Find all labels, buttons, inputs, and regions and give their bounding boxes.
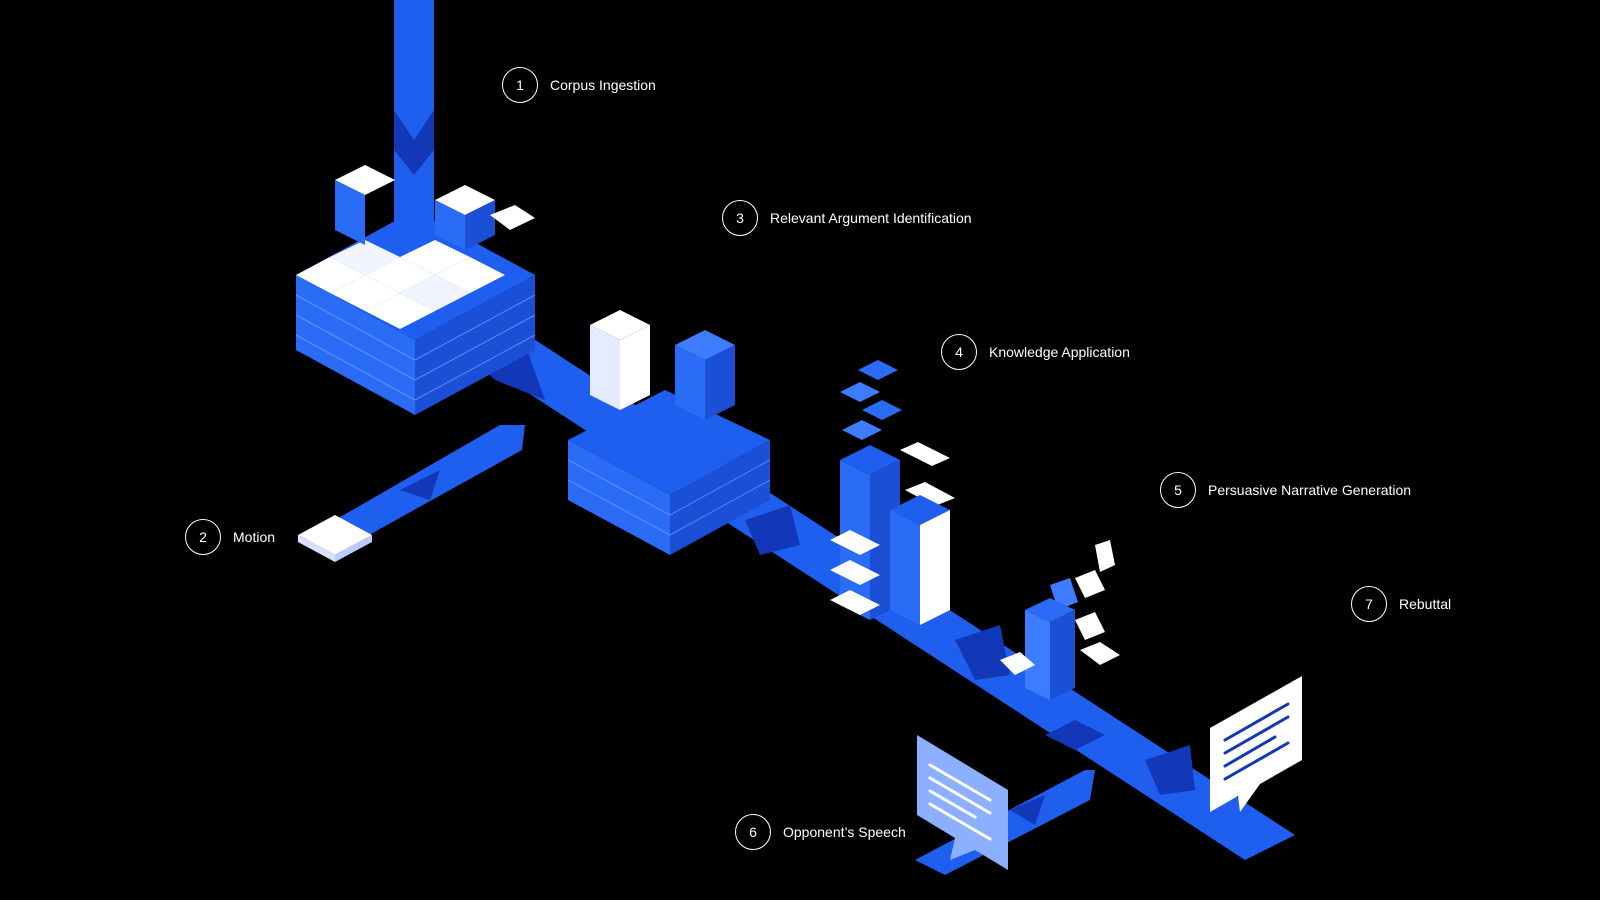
step-label: Opponent’s Speech: [783, 824, 906, 840]
opponent-speech-bubble: [917, 735, 1008, 870]
step-label: Relevant Argument Identification: [770, 210, 972, 226]
step-number-badge: 5: [1160, 472, 1196, 508]
step-number-badge: 2: [185, 519, 221, 555]
step-number-badge: 4: [941, 334, 977, 370]
step-4-knowledge-application: 4 Knowledge Application: [941, 334, 1130, 370]
step-label: Corpus Ingestion: [550, 77, 656, 93]
step-label: Knowledge Application: [989, 344, 1130, 360]
knowledge-fragments: [830, 360, 955, 625]
step-label: Persuasive Narrative Generation: [1208, 482, 1412, 498]
step-label: Rebuttal: [1399, 596, 1452, 612]
step-5-persuasive-narrative-generation: 5 Persuasive Narrative Generation: [1160, 472, 1411, 508]
corpus-input-beam: [394, 0, 434, 230]
corpus-document-stacks: [295, 165, 536, 415]
step-number-badge: 1: [502, 67, 538, 103]
step-7-rebuttal: 7 Rebuttal: [1351, 586, 1451, 622]
step-3-relevant-argument-identification: 3 Relevant Argument Identification: [722, 200, 972, 236]
argument-stacks: [567, 310, 771, 555]
narrative-fragments: [1000, 540, 1120, 750]
step-number-badge: 7: [1351, 586, 1387, 622]
motion-input-beam: [335, 425, 525, 540]
step-label: Motion: [233, 529, 276, 545]
motion-document: [298, 515, 372, 562]
step-number-badge: 3: [722, 200, 758, 236]
step-2-motion: 2 Motion: [185, 519, 275, 555]
step-number-badge: 6: [735, 814, 771, 850]
step-6-opponents-speech: 6 Opponent’s Speech: [735, 814, 906, 850]
step-1-corpus-ingestion: 1 Corpus Ingestion: [502, 67, 656, 103]
rebuttal-speech-bubble: [1210, 676, 1302, 812]
